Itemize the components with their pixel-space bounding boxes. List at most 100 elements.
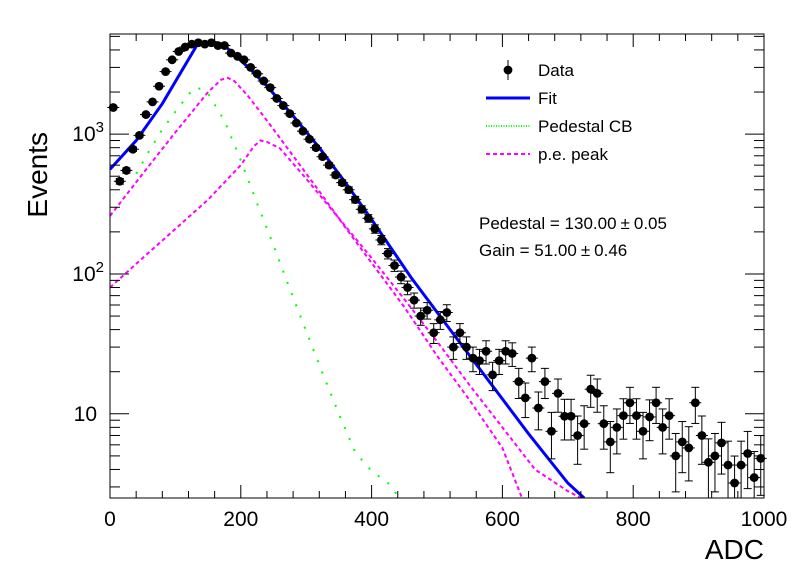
data-point [349,195,362,205]
x-tick-label: 0 [104,508,116,531]
curve-fit [110,40,586,498]
data-point [264,83,277,93]
data-marker [579,419,589,429]
data-point [172,47,185,56]
data-marker [390,261,399,270]
data-point [578,405,591,450]
y-tick-label: 102 [72,259,104,286]
data-marker [527,353,537,363]
data-point [669,432,682,493]
legend-item: Pedestal CB [486,117,633,136]
data-point [153,81,166,91]
data-point [565,398,578,441]
data-point [748,451,761,499]
data-point [741,430,754,490]
data-marker [566,411,576,421]
data-point [519,382,532,419]
data-marker [592,388,602,398]
data-point [388,259,401,272]
data-marker [233,51,242,61]
data-marker [357,204,367,214]
data-marker [337,178,347,188]
data-point [303,134,316,144]
data-point [453,323,466,344]
data-marker [520,393,530,403]
data-point [139,110,152,119]
data-point [538,367,551,399]
data-marker [403,283,412,292]
data-marker [632,411,641,421]
data-marker [442,308,452,317]
data-marker [252,69,262,79]
data-point [257,76,270,86]
data-point [440,304,453,322]
data-marker [239,55,249,65]
data-point [270,94,283,103]
data-point [722,440,735,499]
legend-marker [503,65,513,75]
data-marker [723,460,733,470]
data-marker [416,311,426,321]
data-marker [344,185,354,195]
data-marker [167,55,177,65]
data-point [571,415,584,465]
data-point [316,152,329,162]
data-marker [710,451,720,461]
data-point [493,348,506,375]
data-point [689,386,702,424]
data-point [663,398,676,440]
data-marker [690,398,700,408]
data-point [296,126,309,136]
data-point [323,160,336,170]
data-marker [605,437,615,447]
data-marker [187,39,197,49]
data-marker [396,272,406,282]
data-point [375,235,388,246]
data-marker [645,412,654,422]
data-marker [108,103,118,112]
data-marker [664,411,674,421]
data-marker [717,438,726,448]
data-marker [455,328,465,338]
data-point [133,130,146,140]
data-marker [311,143,321,153]
x-tick-label: 400 [354,508,389,531]
data-marker [141,110,151,119]
legend-item: Fit [486,89,557,108]
data-point [355,204,368,214]
data-marker [749,473,759,482]
data-marker [494,356,504,366]
data-point [251,69,264,79]
data-point [551,378,564,413]
data-marker [298,126,308,136]
data-marker [259,76,269,86]
x-tick-label: 600 [485,508,520,531]
data-point [643,399,656,442]
data-point [610,408,623,455]
data-point [447,336,460,360]
data-point [715,421,728,475]
x-tick-label: 800 [616,508,651,531]
data-point [126,144,139,154]
plot-frame [109,33,765,499]
data-point [506,342,519,367]
curve-p-e-peak [110,76,523,498]
data-marker [586,384,596,394]
data-marker [671,451,681,461]
data-point [408,292,421,309]
data-marker [573,431,583,440]
data-point [120,166,133,175]
data-marker [213,41,223,50]
legend-label: Data [538,61,574,80]
legend-label: Pedestal CB [538,117,633,136]
data-point [414,307,427,326]
data-point [310,143,323,153]
data-point [650,386,663,424]
data-point [708,432,721,493]
data-marker [200,39,210,49]
data-point [218,41,231,50]
data-point [637,411,650,460]
data-point [159,67,172,76]
y-tick-label: 10 [74,403,97,426]
